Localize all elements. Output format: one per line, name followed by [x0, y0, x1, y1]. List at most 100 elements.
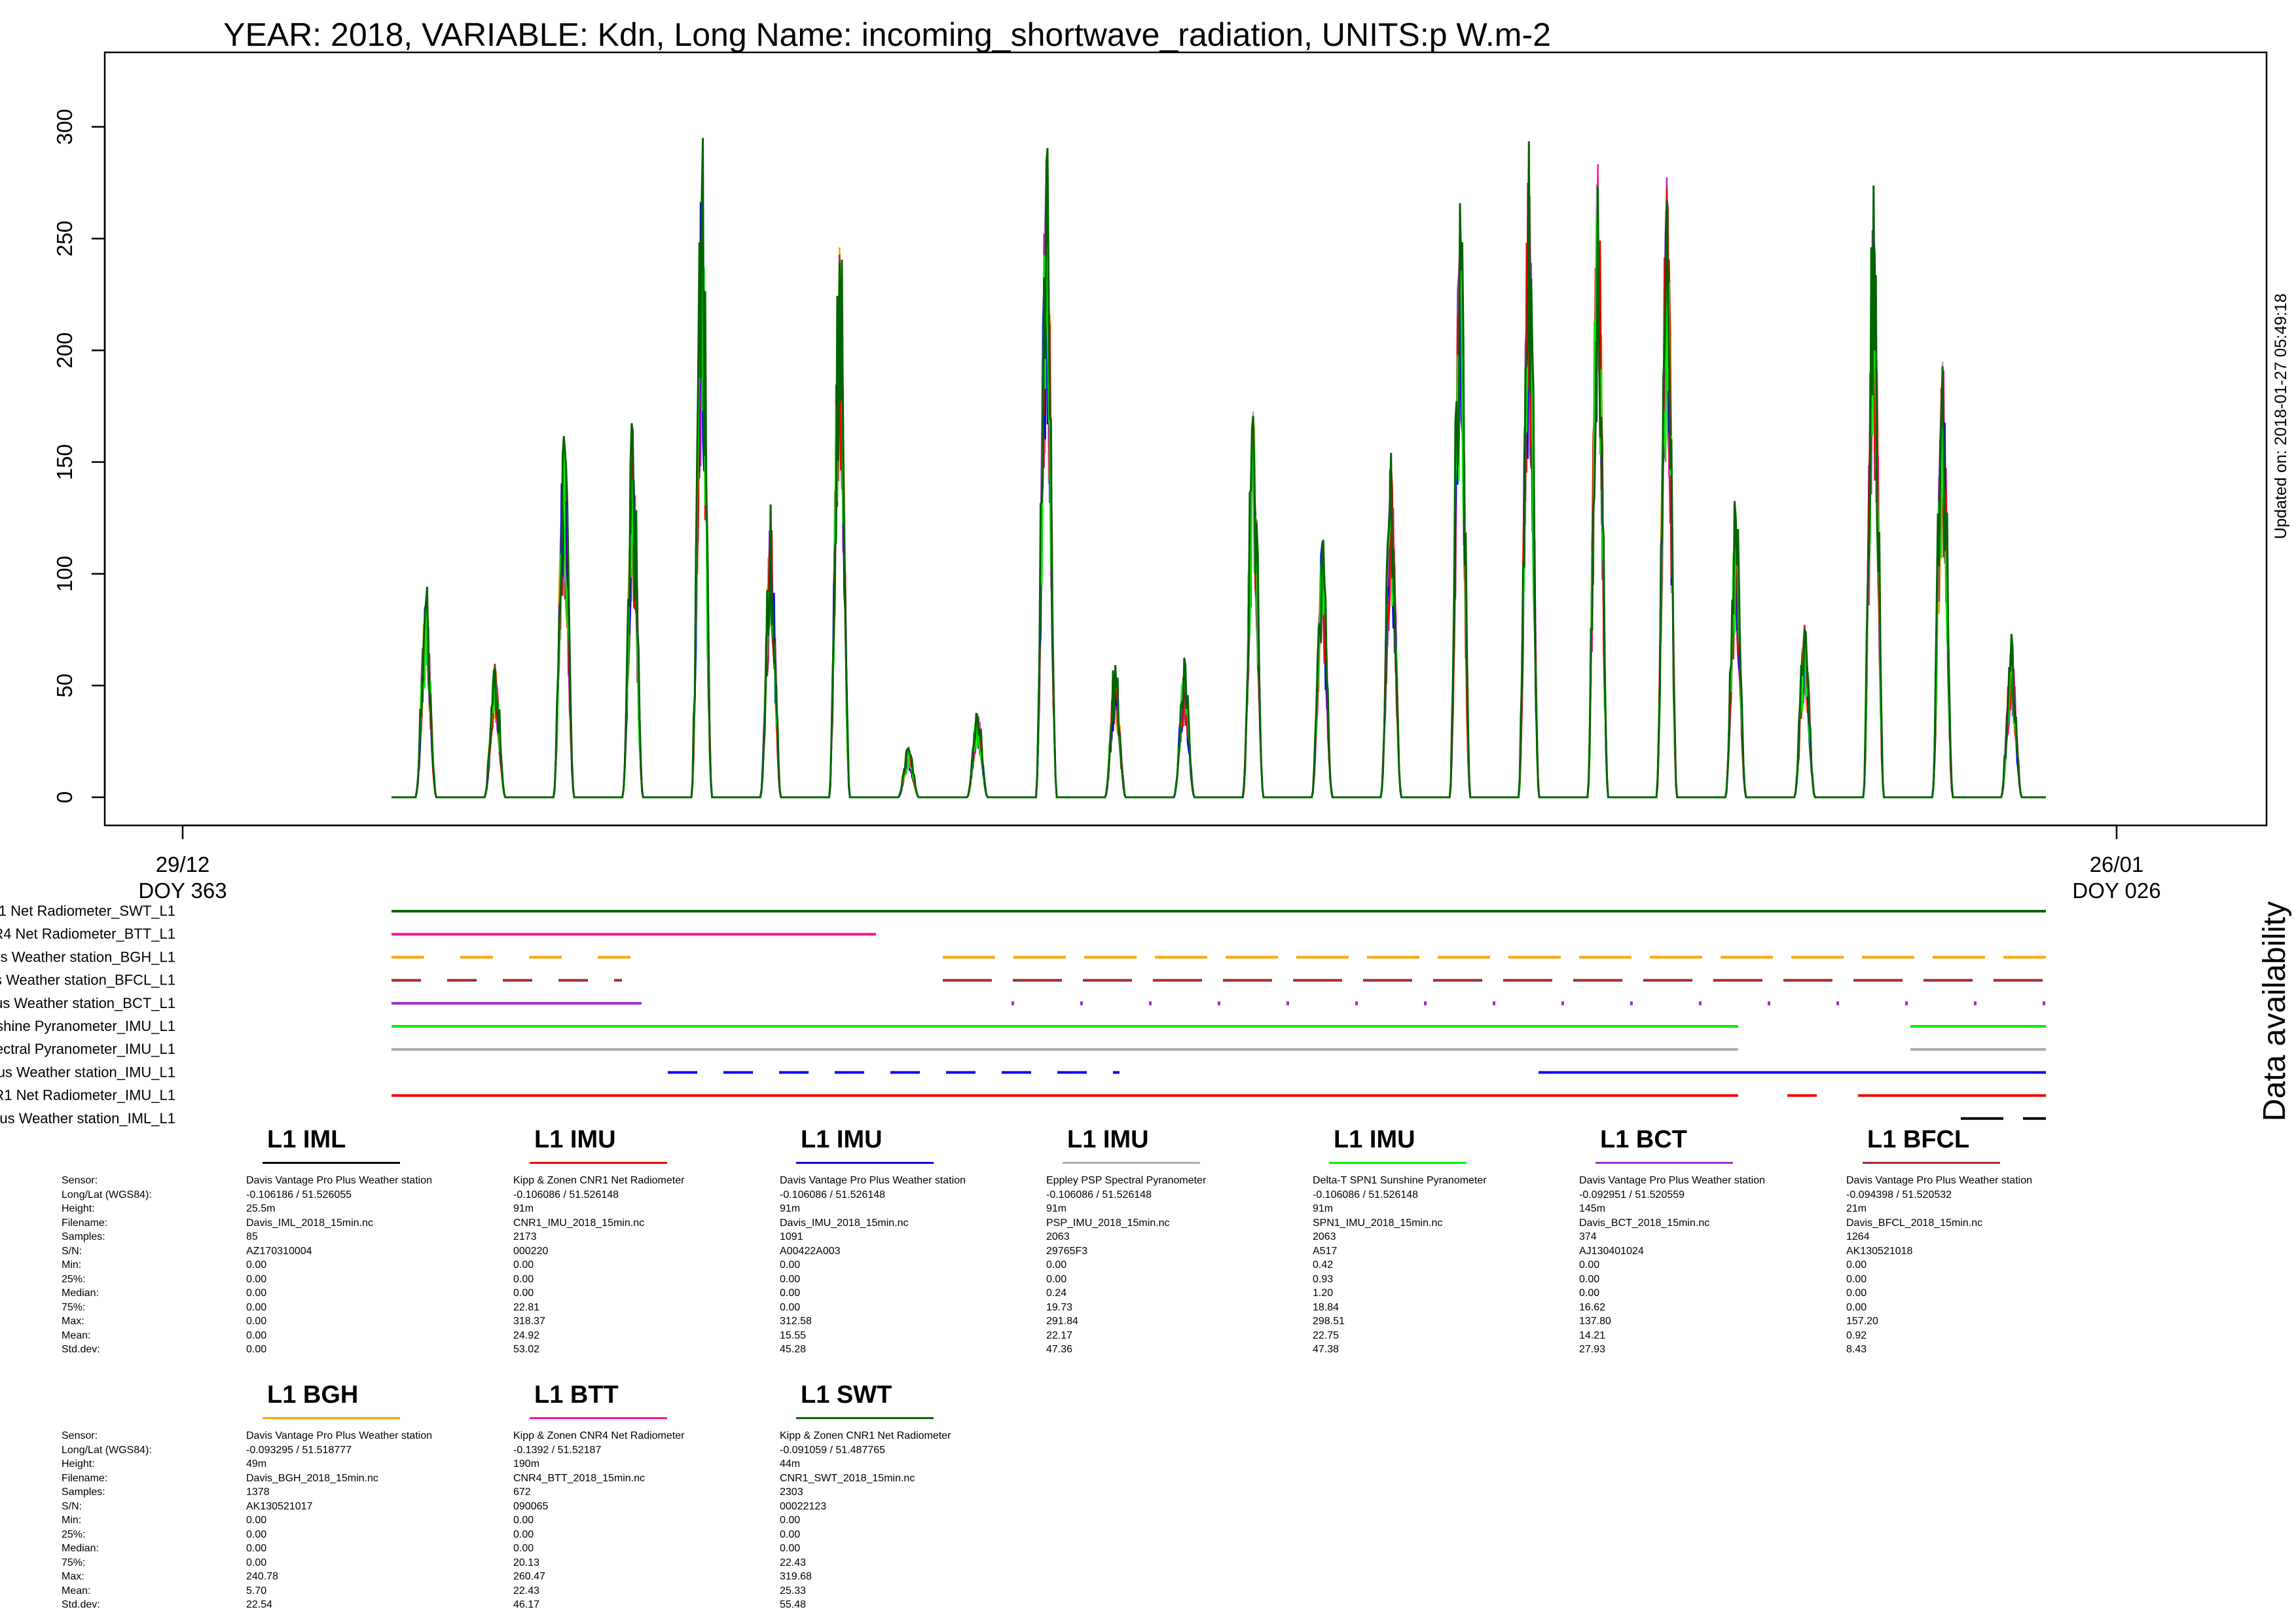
panel-value: 0.00	[1846, 1288, 1867, 1299]
stat-label: 75%:	[62, 1301, 86, 1313]
panel-value: CNR1_IMU_2018_15min.nc	[513, 1217, 645, 1229]
panel-value: PSP_IMU_2018_15min.nc	[1046, 1217, 1170, 1229]
x-tick-doy: DOY 026	[2072, 878, 2160, 903]
panel-title: L1 IMU	[1046, 1127, 1308, 1164]
panel-value: Davis Vantage Pro Plus Weather station	[246, 1175, 432, 1186]
panel-title-underline	[530, 1162, 667, 1164]
availability-label: Kipp & Zonen CNR4 Net Radiometer_BTT_L1	[0, 926, 175, 942]
availability-dot	[1424, 1001, 1427, 1005]
panel-title: L1 IMU	[513, 1127, 775, 1164]
panel-value: 21m	[1846, 1203, 1867, 1214]
station-panel: L1 BGH Davis Vantage Pro Plus Weather sta…	[246, 1381, 508, 1612]
stat-labels: Sensor: Long/Lat (WGS84): Height: Filename:…	[62, 1174, 152, 1357]
panel-title-underline	[1863, 1162, 2000, 1164]
panel-values: Davis Vantage Pro Plus Weather station -0…	[246, 1429, 508, 1612]
panel-value: Eppley PSP Spectral Pyranometer	[1046, 1175, 1207, 1186]
panel-value: AK130521017	[246, 1500, 313, 1512]
stat-label: Long/Lat (WGS84):	[62, 1444, 152, 1456]
panel-value: 1378	[246, 1487, 270, 1498]
panel-value: 0.24	[1046, 1288, 1067, 1299]
panel-value: 45.28	[780, 1344, 807, 1355]
updated-timestamp: Updated on: 2018-01-27 05:49:18	[2272, 293, 2290, 539]
panel-value: 1091	[780, 1231, 803, 1242]
panel-value: 2063	[1046, 1231, 1070, 1242]
availability-dot	[1286, 1001, 1289, 1005]
panel-value: 0.00	[1579, 1259, 1600, 1271]
station-panel: L1 IMU Eppley PSP Spectral Pyranometer -0.…	[1046, 1127, 1308, 1357]
x-tick-label: 26/01	[2090, 852, 2144, 876]
availability-dot	[1561, 1001, 1564, 1005]
panel-values: Delta-T SPN1 Sunshine Pyranometer -0.1060…	[1313, 1174, 1575, 1357]
panel-value: 22.43	[780, 1557, 807, 1568]
stat-label: Min:	[62, 1259, 82, 1271]
panel-value: 0.00	[1579, 1288, 1600, 1299]
panel-value: 672	[513, 1487, 531, 1498]
panel-value: 374	[1579, 1231, 1597, 1242]
panel-value: -0.091059 / 51.487765	[780, 1444, 886, 1456]
panel-value: 318.37	[513, 1316, 545, 1327]
availability-dot	[1493, 1001, 1495, 1005]
x-tick-label: 29/12	[156, 852, 210, 876]
station-panel: L1 IMU Delta-T SPN1 Sunshine Pyranometer -…	[1313, 1126, 1575, 1357]
availability-dot	[1011, 1001, 1014, 1005]
stat-label: 25%:	[62, 1273, 86, 1285]
panel-value: -0.093295 / 51.518777	[246, 1444, 352, 1456]
panel-value: Davis_BFCL_2018_15min.nc	[1846, 1217, 1983, 1229]
panel-title-underline	[1063, 1162, 1200, 1164]
y-tick-label: 300	[52, 109, 77, 145]
panel-value: 0.00	[246, 1557, 267, 1568]
panel-title-text: L1 BGH	[267, 1381, 359, 1409]
y-tick-label: 0	[52, 791, 77, 803]
stat-label: Max:	[62, 1571, 84, 1582]
panel-title: L1 IMU	[780, 1126, 1042, 1164]
panel-value: Delta-T SPN1 Sunshine Pyranometer	[1313, 1175, 1487, 1186]
panel-value: 0.00	[246, 1543, 267, 1554]
panel-title-text: L1 BFCL	[1867, 1126, 1970, 1153]
panel-value: 22.43	[513, 1585, 540, 1597]
panel-value: 0.00	[1579, 1273, 1600, 1285]
panel-value: 22.75	[1313, 1329, 1339, 1341]
y-tick-label: 50	[52, 674, 77, 698]
panel-value: 090065	[513, 1500, 549, 1512]
panel-value: 49m	[246, 1458, 267, 1470]
panel-title-underline	[263, 1162, 400, 1164]
availability-dot	[1974, 1001, 1977, 1005]
panel-value: 0.00	[246, 1288, 267, 1299]
panel-title-underline	[530, 1417, 667, 1419]
panel-value: 0.00	[246, 1344, 267, 1355]
panel-value: -0.106086 / 51.526148	[780, 1189, 886, 1200]
panel-value: Davis_IML_2018_15min.nc	[246, 1217, 373, 1229]
panel-value: 319.68	[780, 1571, 812, 1582]
panel-value: 46.17	[513, 1599, 540, 1610]
panel-value: 145m	[1579, 1203, 1606, 1214]
panel-value: 27.93	[1579, 1344, 1606, 1355]
panel-value: Kipp & Zonen CNR1 Net Radiometer	[780, 1430, 951, 1441]
stat-label: Long/Lat (WGS84):	[62, 1189, 152, 1200]
panel-value: AZ170310004	[246, 1245, 312, 1257]
panel-value: 0.00	[246, 1528, 267, 1540]
y-axis: 0 50 100 150 200 250 300	[52, 109, 106, 803]
panel-value: -0.106086 / 51.526148	[1046, 1189, 1152, 1200]
panel-value: 0.00	[780, 1273, 801, 1285]
panel-title: L1 BCT	[1579, 1127, 1841, 1164]
availability-label: Delta-T SPN1 Sunshine Pyranometer_IMU_L1	[0, 1018, 175, 1034]
panel-title-text: L1 IMU	[1334, 1126, 1415, 1153]
panel-value: 298.51	[1313, 1316, 1345, 1327]
panel-value: 0.00	[246, 1329, 267, 1341]
panel-title: L1 BGH	[246, 1381, 508, 1420]
panel-value: CNR4_BTT_2018_15min.nc	[513, 1472, 645, 1484]
panel-values: Davis Vantage Pro Plus Weather station -0…	[246, 1174, 508, 1357]
panel-title-underline	[263, 1417, 400, 1419]
panel-title-text: L1 IMU	[801, 1126, 883, 1153]
panel-value: 00022123	[780, 1500, 827, 1512]
panel-title-text: L1 SWT	[801, 1381, 892, 1409]
availability-dot	[1355, 1001, 1358, 1005]
panel-value: 0.00	[513, 1515, 534, 1526]
panel-values: Kipp & Zonen CNR4 Net Radiometer -0.1392 …	[513, 1429, 775, 1612]
panel-value: 15.55	[780, 1329, 807, 1341]
panel-value: 44m	[780, 1458, 801, 1470]
panel-value: Davis Vantage Pro Plus Weather station	[780, 1175, 966, 1186]
panel-value: A517	[1313, 1245, 1338, 1257]
station-panel: L1 IMU Davis Vantage Pro Plus Weather sta…	[780, 1126, 1042, 1357]
